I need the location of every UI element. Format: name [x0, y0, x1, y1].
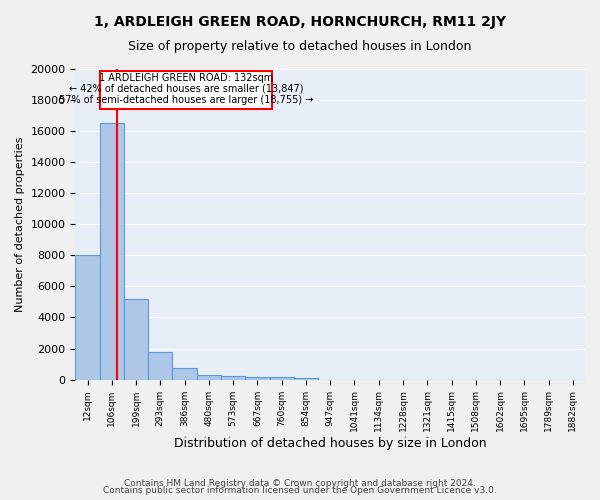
Text: 1, ARDLEIGH GREEN ROAD, HORNCHURCH, RM11 2JY: 1, ARDLEIGH GREEN ROAD, HORNCHURCH, RM11…	[94, 15, 506, 29]
FancyBboxPatch shape	[100, 70, 272, 110]
Y-axis label: Number of detached properties: Number of detached properties	[15, 136, 25, 312]
Bar	[221, 376, 245, 380]
Bar	[197, 375, 221, 380]
Text: Size of property relative to detached houses in London: Size of property relative to detached ho…	[128, 40, 472, 53]
Text: 57% of semi-detached houses are larger (18,755) →: 57% of semi-detached houses are larger (…	[59, 95, 313, 105]
Text: Contains HM Land Registry data © Crown copyright and database right 2024.: Contains HM Land Registry data © Crown c…	[124, 478, 476, 488]
Bar	[124, 299, 148, 380]
Bar	[245, 377, 269, 380]
Bar	[100, 124, 124, 380]
Text: Contains public sector information licensed under the Open Government Licence v3: Contains public sector information licen…	[103, 486, 497, 495]
Bar	[148, 352, 172, 380]
Text: ← 42% of detached houses are smaller (13,847): ← 42% of detached houses are smaller (13…	[68, 84, 303, 94]
Bar	[172, 368, 197, 380]
Text: 1 ARDLEIGH GREEN ROAD: 132sqm: 1 ARDLEIGH GREEN ROAD: 132sqm	[98, 72, 273, 83]
Bar	[294, 378, 318, 380]
Bar	[76, 256, 100, 380]
Bar	[269, 378, 294, 380]
X-axis label: Distribution of detached houses by size in London: Distribution of detached houses by size …	[174, 437, 487, 450]
